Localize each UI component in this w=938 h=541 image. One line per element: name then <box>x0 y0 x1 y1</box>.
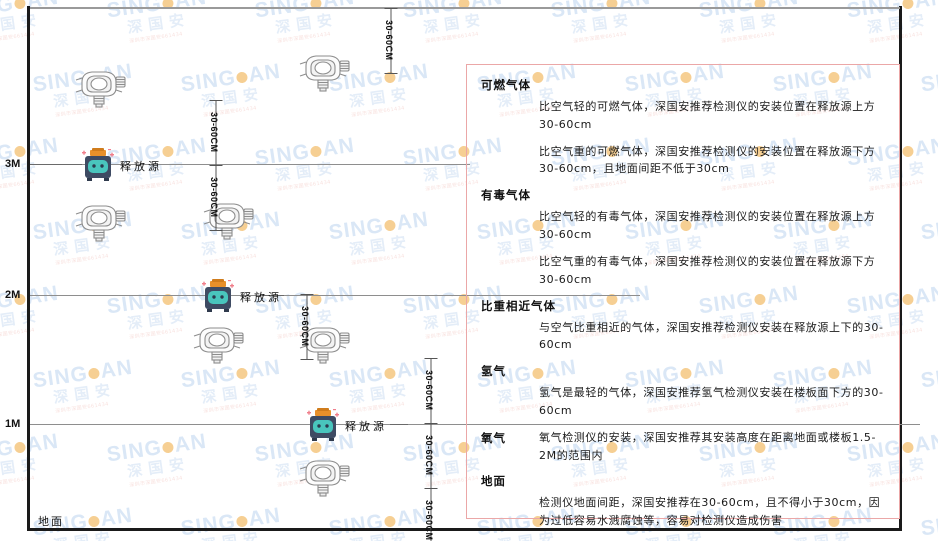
panel-paragraph: 与空气比重相近的气体，深国安推荐检测仪安装在释放源上下的30-60cm <box>539 320 884 352</box>
dimension-label: 30-60CM <box>209 112 219 153</box>
wall-right <box>899 6 902 531</box>
panel-paragraph: 比空气重的可燃气体，深国安推荐检测仪的安装位置在释放源下方30-60cm，且地面… <box>539 144 876 176</box>
gas-detector-icon <box>296 455 352 497</box>
panel-section-toxic-gas: 有毒气体 比空气轻的有毒气体，深国安推荐检测仪的安装位置在释放源上方30-60cm… <box>481 187 885 288</box>
level-line-3m <box>30 164 470 165</box>
level-label-3m: 3M <box>5 158 21 170</box>
gas-detector-icon <box>72 66 128 108</box>
panel-paragraph: 比空气重的有毒气体，深国安推荐检测仪的安装位置在释放源下方30-60cm <box>539 254 876 286</box>
release-source-label: 释放源 <box>120 160 162 173</box>
level-label-1m: 1M <box>5 418 21 430</box>
dimension-chain: 30-60CM <box>277 294 337 360</box>
dimension-chain: 30-60CM <box>361 8 421 74</box>
ceiling-line <box>30 7 900 9</box>
dimension-tick <box>209 230 223 231</box>
dimension-tick <box>300 294 314 295</box>
panel-heading: 氢气 <box>481 364 506 379</box>
panel-section-oxygen: 氧气 氧气检测仪的安装，深国安推荐其安装高度在距离地面或楼板1.5-2M的范围内 <box>481 429 885 465</box>
panel-heading: 可燃气体 <box>481 78 531 92</box>
dimension-line <box>430 358 432 541</box>
panel-section-similar-density-gas: 比重相近气体与空气比重相近的气体，深国安推荐检测仪安装在释放源上下的30-60c… <box>481 298 885 355</box>
panel-paragraph: 比空气轻的可燃气体，深国安推荐检测仪的安装位置在释放源上方30-60cm <box>539 100 876 131</box>
panel-section-flammable-gas: 可燃气体 比空气轻的可燃气体，深国安推荐检测仪的安装位置在释放源上方30-60cm… <box>481 77 885 178</box>
ground-label: 地面 <box>38 515 64 528</box>
dimension-chain: 30-60CM 30-60CM <box>186 100 246 231</box>
dimension-label: 30-60CM <box>424 435 434 476</box>
leader-line <box>262 295 284 296</box>
panel-paragraph: 氧气检测仪的安装，深国安推荐其安装高度在距离地面或楼板1.5-2M的范围内 <box>539 430 877 462</box>
panel-heading: 氧气 <box>481 430 506 445</box>
floor-line <box>27 528 902 531</box>
dimension-line <box>306 294 308 359</box>
dimension-tick <box>424 488 438 489</box>
dimension-label: 30-60CM <box>209 177 219 218</box>
dimension-tick <box>300 359 314 360</box>
installation-guidance-panel: 可燃气体 比空气轻的可燃气体，深国安推荐检测仪的安装位置在释放源上方30-60cm… <box>466 64 900 527</box>
level-label-2m: 2M <box>5 289 21 301</box>
panel-body: 可燃气体 比空气轻的可燃气体，深国安推荐检测仪的安装位置在释放源上方30-60cm… <box>481 77 885 530</box>
leader-line <box>390 424 408 425</box>
dimension-tick <box>209 100 223 101</box>
gas-detector-icon <box>200 198 256 240</box>
dimension-tick <box>424 358 438 359</box>
release-source-label: 释放源 <box>240 291 282 304</box>
panel-paragraph: 比空气轻的有毒气体，深国安推荐检测仪的安装位置在释放源上方30-60cm <box>539 210 876 242</box>
dimension-tick <box>424 423 438 424</box>
release-source-label: 释放源 <box>345 420 387 433</box>
panel-section-hydrogen: 氢气氢气是最轻的气体，深国安推荐氢气检测仪安装在楼板面下方的30-60cm <box>481 363 885 420</box>
panel-paragraph: 氢气是最轻的气体，深国安推荐氢气检测仪安装在楼板面下方的30-60cm <box>539 386 884 417</box>
dimension-tick <box>209 165 223 166</box>
gas-detector-icon <box>190 322 246 364</box>
dimension-label: 30-60CM <box>384 20 394 61</box>
dimension-tick <box>384 73 398 74</box>
panel-heading: 比重相近气体 <box>481 298 556 313</box>
wall-left <box>27 6 30 531</box>
leader-line <box>30 164 82 165</box>
gas-detector-icon <box>72 200 128 242</box>
dimension-chain: 30-60CM 30-60CM 30-60CM <box>401 358 461 541</box>
dimension-label: 30-60CM <box>300 306 310 347</box>
dimension-label: 30-60CM <box>424 500 434 541</box>
release-source-icon <box>200 279 236 313</box>
gas-detector-icon <box>296 50 352 92</box>
panel-heading: 地面 <box>481 474 506 489</box>
panel-paragraph: 检测仪地面间距，深国安推荐在30-60cm，且不得小于30cm，因为过低容易水溅… <box>539 496 881 528</box>
release-source-icon <box>80 148 116 182</box>
dimension-line <box>390 8 392 73</box>
dimension-tick <box>384 8 398 9</box>
release-source-icon <box>305 408 341 442</box>
dimension-label: 30-60CM <box>424 370 434 411</box>
level-line-1m <box>30 424 920 425</box>
level-line-2m <box>30 295 640 296</box>
panel-section-ground: 地面检测仪地面间距，深国安推荐在30-60cm，且不得小于30cm，因为过低容易… <box>481 473 885 530</box>
panel-heading: 有毒气体 <box>481 188 531 203</box>
gas-detector-icon <box>296 322 352 364</box>
